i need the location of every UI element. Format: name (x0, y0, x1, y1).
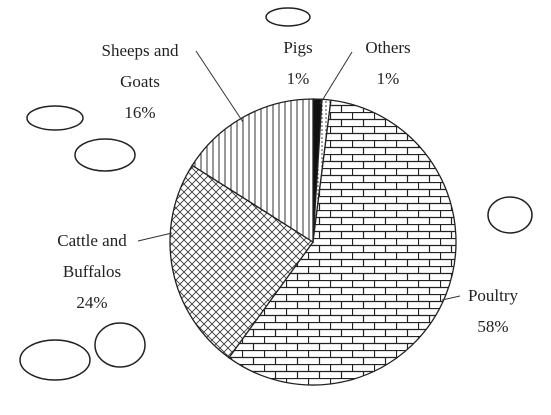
sheep-icon (75, 139, 135, 171)
value-label: 1% (268, 63, 328, 94)
category-label: Others (352, 32, 424, 63)
goat-icon (27, 106, 83, 130)
value-label: 1% (352, 63, 424, 94)
leader-line (196, 51, 243, 122)
cattle-icon (20, 340, 90, 380)
pie (170, 99, 456, 385)
buffalo-icon (95, 323, 145, 367)
rooster-icon (488, 197, 532, 233)
category-label: Cattle and Buffalos (38, 225, 146, 287)
value-label: 16% (84, 97, 196, 128)
pig-icon (266, 8, 310, 26)
category-label: Pigs (268, 32, 328, 63)
value-label: 24% (38, 287, 146, 318)
value-label: 58% (455, 311, 531, 342)
category-label: Sheeps and Goats (84, 35, 196, 97)
category-label: Poultry (455, 280, 531, 311)
chart: Pigs1%Others1%Poultry58%Cattle and Buffa… (0, 0, 551, 415)
